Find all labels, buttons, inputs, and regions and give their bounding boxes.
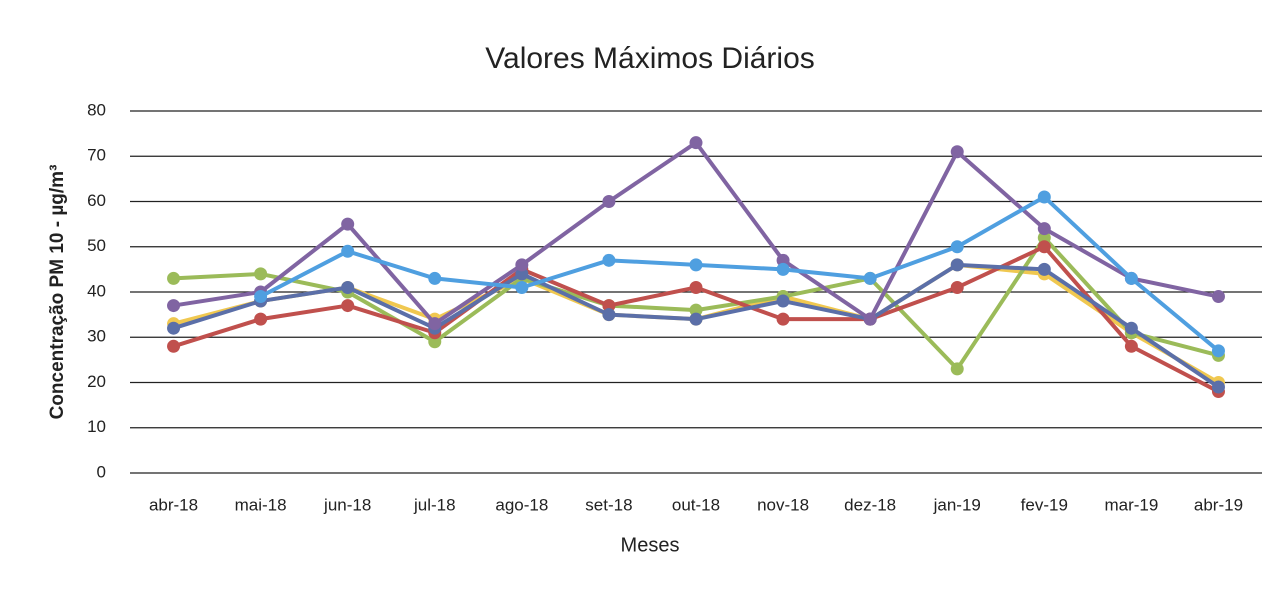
data-point: [254, 312, 268, 326]
data-point: [515, 280, 529, 294]
data-point: [341, 244, 355, 258]
data-point: [950, 280, 964, 294]
series-line: [259, 194, 1220, 353]
x-tick-label: abr-19: [1194, 495, 1243, 514]
y-tick-label: 10: [87, 417, 106, 436]
chart-title: Valores Máximos Diários: [485, 42, 815, 75]
x-tick-label: abr-18: [149, 495, 198, 514]
data-point: [167, 299, 181, 313]
data-point: [689, 280, 703, 294]
y-tick-label: 20: [87, 372, 106, 391]
data-point: [1037, 240, 1051, 254]
y-tick-label: 70: [87, 146, 106, 165]
x-axis-label: Meses: [621, 534, 680, 556]
data-point: [776, 253, 790, 267]
y-axis-label: Concentração PM 10 - µg/m³: [47, 165, 68, 420]
x-tick-label: mar-19: [1104, 495, 1158, 514]
data-point: [1124, 321, 1138, 335]
y-tick-label: 50: [87, 236, 106, 255]
data-point: [950, 362, 964, 376]
data-point: [167, 321, 181, 335]
x-tick-label: set-18: [585, 495, 632, 514]
data-point: [950, 240, 964, 254]
data-point: [1037, 231, 1051, 245]
x-tick-label: dez-18: [844, 495, 896, 514]
data-point: [1037, 222, 1051, 236]
y-tick-label: 30: [87, 327, 106, 346]
data-point: [602, 195, 616, 208]
data-point: [341, 299, 355, 313]
data-point: [1124, 271, 1138, 285]
data-point: [950, 258, 964, 272]
data-point: [254, 290, 268, 304]
y-tick-label: 60: [87, 191, 106, 210]
data-point: [341, 217, 355, 231]
data-point: [689, 258, 703, 272]
data-point: [167, 271, 181, 285]
y-tick-label: 0: [97, 462, 106, 481]
data-point: [1037, 190, 1051, 204]
data-point: [428, 335, 442, 349]
data-point: [776, 262, 790, 276]
data-point: [1124, 339, 1138, 353]
data-point: [341, 280, 355, 294]
data-point: [689, 312, 703, 326]
y-tick-label: 80: [87, 100, 106, 119]
data-point: [863, 312, 877, 326]
data-point: [1037, 262, 1051, 276]
x-tick-label: fev-19: [1021, 495, 1068, 514]
data-point: [428, 271, 442, 285]
data-point: [950, 145, 964, 159]
data-point: [602, 299, 616, 313]
data-point: [254, 267, 268, 281]
data-point: [428, 317, 442, 331]
data-point: [515, 267, 529, 281]
data-point: [776, 294, 790, 308]
data-point: [776, 312, 790, 326]
data-point: [1211, 344, 1225, 358]
x-tick-label: ago-18: [495, 495, 548, 514]
data-point: [602, 308, 616, 322]
data-point: [689, 303, 703, 317]
x-tick-label: jun-18: [323, 495, 371, 514]
data-point: [1211, 380, 1225, 394]
x-tick-label: jul-18: [413, 495, 456, 514]
x-tick-label: out-18: [672, 495, 720, 514]
data-point: [689, 136, 703, 150]
data-point: [602, 253, 616, 267]
data-point: [863, 271, 877, 285]
data-point: [515, 258, 529, 272]
data-point: [1211, 290, 1225, 304]
y-tick-label: 40: [87, 281, 106, 300]
x-tick-label: jan-19: [933, 495, 981, 514]
x-tick-label: nov-18: [757, 495, 809, 514]
x-tick-label: mai-18: [235, 495, 287, 514]
data-point: [167, 339, 181, 353]
